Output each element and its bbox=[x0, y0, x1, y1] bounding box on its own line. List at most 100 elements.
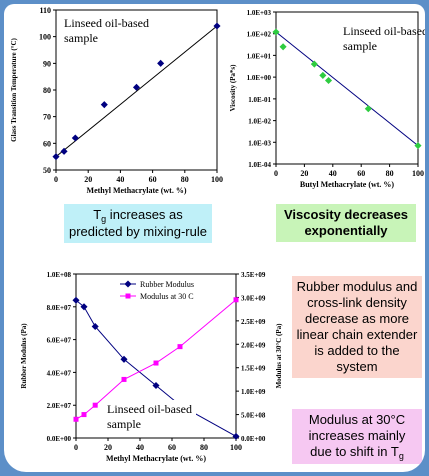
x-tick-label: 40 bbox=[116, 175, 124, 184]
data-point bbox=[414, 142, 422, 150]
annotation-text: sample bbox=[64, 31, 98, 45]
legend-label-30c: Modulus at 30 C bbox=[140, 292, 194, 301]
y-right-tick-label: 0.0E+00 bbox=[241, 435, 266, 443]
y-tick-label: 70 bbox=[43, 113, 51, 122]
y-right-tick-label: 2.0E+09 bbox=[241, 341, 266, 349]
y-axis-label: Modulus at 30°C (Pa) bbox=[275, 323, 283, 388]
data-point bbox=[60, 147, 68, 155]
y-tick-label: 90 bbox=[43, 59, 51, 68]
legend-marker-rubber bbox=[124, 280, 132, 288]
x-tick-label: 60 bbox=[357, 169, 365, 178]
annotation-box bbox=[340, 22, 416, 54]
data-point-modulus-30c bbox=[92, 402, 98, 408]
y-tick-label: 110 bbox=[39, 6, 51, 15]
y-right-tick-label: 1.5E+09 bbox=[241, 365, 266, 373]
legend-marker-30c bbox=[125, 293, 131, 299]
y-tick-label: 60 bbox=[43, 139, 51, 148]
plot-frame bbox=[75, 273, 237, 439]
x-tick-label: 20 bbox=[84, 175, 92, 184]
modulus-30c-note: Modulus at 30°C increases mainly due to … bbox=[292, 409, 422, 464]
data-point-modulus-30c bbox=[73, 416, 79, 422]
y-tick-label: 0.0E+00 bbox=[47, 435, 72, 443]
y-tick-label: 2.0E+07 bbox=[47, 402, 72, 410]
y-axis-label: Glass Transition Temperature (°C) bbox=[10, 37, 18, 141]
x-tick-label: 100 bbox=[230, 443, 242, 452]
y-tick-label: 1.0E-01 bbox=[248, 96, 271, 104]
y-tick-label: 1.0E+00 bbox=[247, 74, 272, 82]
annotation-text: Linseed oil-based bbox=[343, 24, 425, 38]
legend-label-rubber: Rubber Modulus bbox=[140, 280, 194, 289]
annotation-text: sample bbox=[107, 417, 141, 431]
y-tick-label: 8.0E+07 bbox=[47, 304, 72, 312]
x-axis-label: Butyl Methacrylate (wt. %) bbox=[300, 180, 395, 189]
data-point bbox=[213, 22, 221, 30]
y-right-tick-label: 2.5E+09 bbox=[241, 318, 266, 326]
data-point-rubber-modulus bbox=[80, 303, 88, 311]
data-point bbox=[279, 43, 287, 51]
y-tick-label: 6.0E+07 bbox=[47, 337, 72, 345]
trend-line bbox=[55, 25, 218, 158]
annotation-box bbox=[61, 14, 159, 46]
trend-line bbox=[275, 31, 419, 147]
y-tick-label: 80 bbox=[43, 86, 51, 95]
x-tick-label: 60 bbox=[168, 443, 176, 452]
data-point bbox=[132, 83, 141, 91]
x-tick-label: 80 bbox=[200, 443, 208, 452]
x-tick-label: 0 bbox=[54, 175, 58, 184]
data-point-rubber-modulus bbox=[72, 296, 80, 304]
data-point bbox=[71, 134, 79, 142]
x-tick-label: 60 bbox=[149, 175, 157, 184]
viscosity-caption: Viscosity decreases exponentially bbox=[276, 204, 416, 242]
y-right-tick-label: 1.0E+09 bbox=[241, 388, 266, 396]
x-tick-label: 0 bbox=[274, 169, 278, 178]
x-tick-label: 100 bbox=[211, 175, 223, 184]
x-tick-label: 0 bbox=[74, 443, 78, 452]
x-tick-label: 40 bbox=[329, 169, 337, 178]
y-axis-label: Rubber Modulus (Pa) bbox=[20, 323, 28, 389]
y-tick-label: 4.0E+07 bbox=[47, 369, 72, 377]
data-point-modulus-30c bbox=[177, 344, 183, 350]
data-point bbox=[364, 105, 372, 113]
x-tick-label: 80 bbox=[386, 169, 394, 178]
annotation-text: Linseed oil-based bbox=[64, 16, 149, 30]
data-point bbox=[52, 153, 60, 161]
y-axis-label: Viscosity (Pa*s) bbox=[229, 64, 237, 112]
y-tick-label: 100 bbox=[39, 33, 51, 42]
plot-frame bbox=[275, 11, 419, 165]
chart-tg: 0 20 40 60 80 100 Methyl Methacrylate (wt. %) 5… bbox=[10, 6, 223, 195]
data-point-rubber-modulus bbox=[232, 432, 240, 440]
x-tick-label: 20 bbox=[300, 169, 308, 178]
annotation-box bbox=[104, 400, 196, 432]
chart-viscosity: 0 20 40 60 80 100 Butyl Methacrylate (wt. %) 1.… bbox=[229, 9, 425, 189]
data-point bbox=[100, 101, 108, 109]
y-tick-label: 1.0E+02 bbox=[247, 31, 272, 39]
x-tick-label: 80 bbox=[181, 175, 189, 184]
y-tick-label: 50 bbox=[43, 166, 51, 175]
slide: 0 20 40 60 80 100 Methyl Methacrylate (wt. %) 5… bbox=[4, 4, 425, 472]
annotation-text: sample bbox=[343, 39, 377, 53]
rubber-modulus-note: Rubber modulus and cross-link density de… bbox=[292, 276, 422, 378]
y-tick-label: 1.0E+03 bbox=[247, 9, 272, 17]
annotation-text: Linseed oil-based bbox=[107, 402, 192, 416]
data-point-rubber-modulus bbox=[152, 381, 160, 390]
data-point-modulus-30c bbox=[121, 376, 127, 382]
chart-modulus: 0 20 40 60 80 100 Methyl Methacrylate (wt. %) 0… bbox=[20, 271, 283, 463]
y-right-tick-label: 3.0E+09 bbox=[241, 294, 266, 302]
data-point bbox=[325, 76, 333, 85]
y-right-tick-label: 5.0E+08 bbox=[241, 412, 266, 420]
x-tick-label: 100 bbox=[412, 169, 424, 178]
data-point-rubber-modulus bbox=[120, 355, 128, 363]
y-tick-label: 1.0E+08 bbox=[47, 271, 72, 279]
y-right-tick-label: 3.5E+09 bbox=[241, 271, 266, 279]
data-point bbox=[310, 60, 318, 68]
data-point bbox=[272, 28, 280, 36]
data-point-rubber-modulus bbox=[91, 322, 99, 331]
data-point bbox=[319, 71, 327, 79]
y-tick-label: 1.0E-04 bbox=[248, 161, 271, 169]
tg-caption: Tg increases as predicted by mixing-rule bbox=[64, 204, 212, 243]
y-tick-label: 1.0E+01 bbox=[247, 52, 272, 60]
y-tick-label: 1.0E-03 bbox=[248, 139, 271, 147]
x-tick-label: 20 bbox=[104, 443, 112, 452]
data-point-modulus-30c bbox=[233, 297, 239, 303]
data-point-modulus-30c bbox=[153, 360, 159, 366]
